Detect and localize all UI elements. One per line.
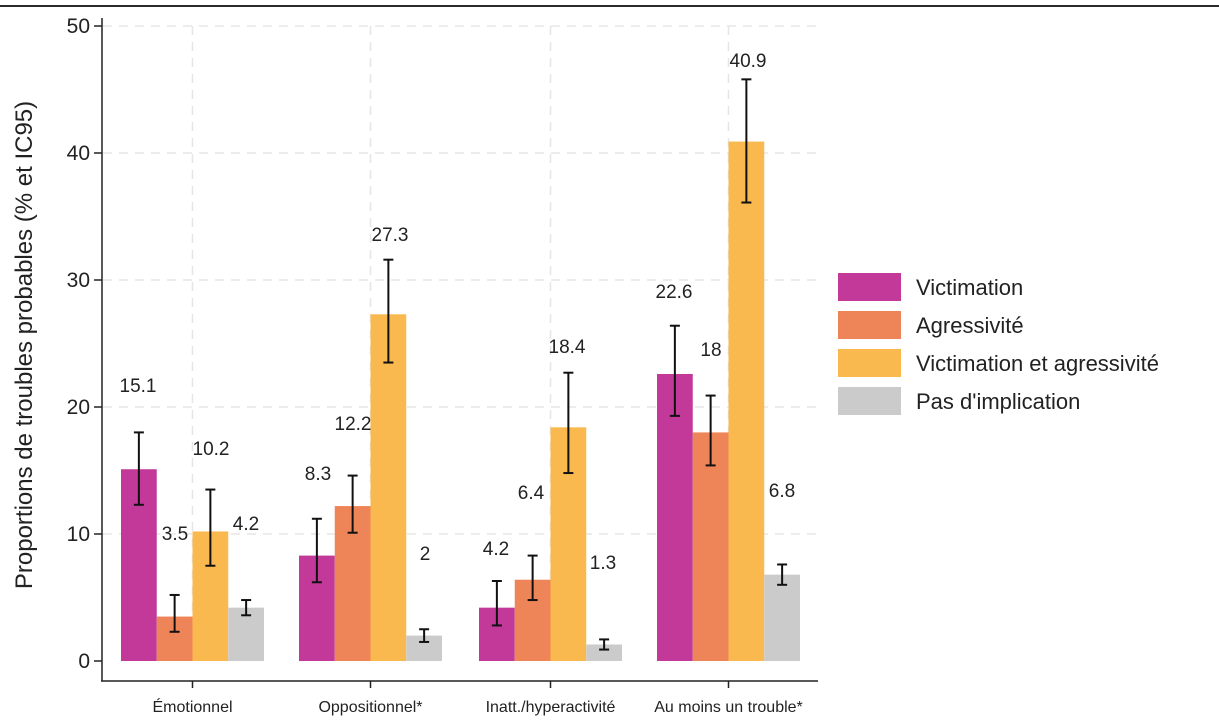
error-bars <box>133 78 788 651</box>
bar <box>764 574 800 661</box>
x-tick-label: Émotionnel <box>152 697 232 716</box>
y-tick-label: 40 <box>67 142 90 165</box>
y-tick-label: 20 <box>67 396 90 419</box>
data-label: 27.3 <box>372 225 409 246</box>
data-label: 18.4 <box>549 337 586 358</box>
legend-swatch <box>838 387 901 415</box>
legend-swatch <box>838 311 901 339</box>
data-label: 2 <box>420 544 431 565</box>
y-tick-label: 50 <box>67 15 90 38</box>
y-axis-label: Proportions de troubles probables (% et … <box>11 101 38 589</box>
data-label: 4.2 <box>483 539 509 560</box>
bar <box>692 432 729 661</box>
data-label: 4.2 <box>233 514 259 535</box>
x-tick-label: Au moins un trouble* <box>654 699 803 716</box>
legend-swatch <box>838 349 901 377</box>
data-labels: 15.1 8.3 4.2 22.6 3.5 12.2 6.4 18 10.2 27.3 18.4 40… <box>120 51 796 574</box>
bar <box>657 373 693 661</box>
legend-label: Pas d'implication <box>916 389 1080 414</box>
data-label: 6.4 <box>518 483 545 504</box>
data-label: 15.1 <box>120 376 157 397</box>
data-label: 6.8 <box>769 481 795 502</box>
data-label: 1.3 <box>590 553 616 574</box>
bar <box>228 607 264 661</box>
data-label: 12.2 <box>335 414 372 435</box>
data-label: 18 <box>700 340 721 361</box>
data-label: 40.9 <box>730 51 767 72</box>
bar <box>370 314 407 661</box>
bars <box>121 141 800 661</box>
data-label: 8.3 <box>305 464 331 485</box>
legend-swatch <box>838 273 901 301</box>
legend-label: Victimation <box>916 275 1023 300</box>
data-label: 10.2 <box>193 439 230 460</box>
x-tick-label: Inatt./hyperactivité <box>486 699 616 716</box>
x-tick-label: Oppositionnel* <box>318 699 422 716</box>
bar <box>728 141 765 661</box>
data-label: 22.6 <box>656 282 693 303</box>
legend-label: Victimation et agressivité <box>916 351 1159 376</box>
data-label: 3.5 <box>162 524 188 545</box>
y-tick-label: 0 <box>78 650 90 673</box>
y-tick-label: 30 <box>67 269 90 292</box>
legend-label: Agressivité <box>916 313 1024 338</box>
y-tick-label: 10 <box>67 523 90 546</box>
legend: Victimation Agressivité Victimation et agr… <box>838 273 1159 415</box>
axes: 0 10 20 30 40 50 Émotionnel Oppositionnel* Inatt… <box>67 15 818 716</box>
bar <box>586 644 622 661</box>
